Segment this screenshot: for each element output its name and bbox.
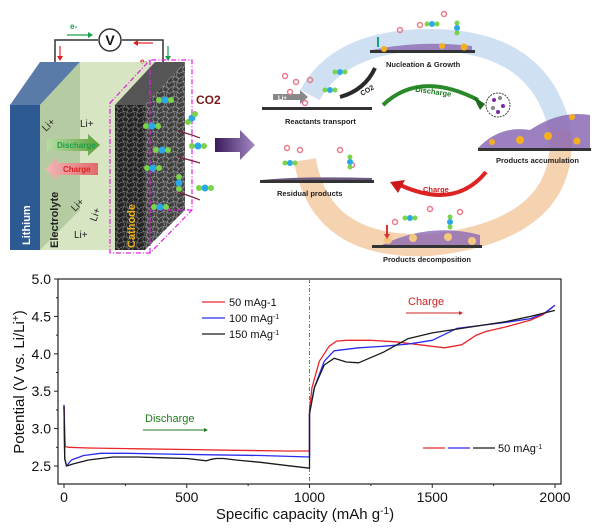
li-arrow	[273, 90, 308, 104]
li-arrow-label: Li+	[278, 96, 287, 102]
battery-schematic: V e- e- e- e- Lithium Electrolyte Li+ Li…	[10, 22, 221, 254]
legend-label-150: 150 mAg-1	[229, 329, 279, 341]
y-tick-label: 4.5	[32, 308, 52, 324]
x-tick-label: 500	[175, 489, 199, 505]
charge-annotation: Charge	[408, 296, 444, 308]
x-tick-label: 0	[60, 489, 68, 505]
cathode-side	[145, 62, 185, 250]
lithium-front	[10, 105, 40, 250]
discharge-annotation: Discharge	[145, 413, 195, 425]
discharge-arrow	[47, 134, 100, 156]
cathode-front	[115, 105, 145, 250]
electrolyte-label: Electrolyte	[49, 192, 61, 248]
cycle-charge-arrow	[399, 170, 488, 197]
y-tick-label: 3.0	[32, 421, 52, 437]
accumulation-label: Products accumulation	[496, 156, 579, 165]
voltmeter-icon	[98, 28, 122, 52]
co2-label: CO2	[196, 93, 221, 107]
x-tick-label: 2000	[539, 489, 570, 505]
li-ion-label: Li+	[74, 230, 88, 241]
legend-label-100: 100 mAg-1	[229, 313, 279, 325]
reactants-label: Reactants transport	[285, 117, 356, 126]
decomposition-label: Products decomposition	[383, 255, 471, 264]
nucleation-label: Nucleation & Growth	[386, 60, 461, 69]
discharge-label: Discharge	[57, 141, 96, 150]
electron-label-right: e-	[140, 57, 147, 66]
series-line-50-mAg-1	[63, 306, 553, 452]
combined-legend-label: 50 mAg-1	[498, 443, 542, 455]
residual-label: Residual products	[277, 189, 342, 198]
cathode-dashed-outline	[109, 59, 193, 254]
x-axis-label: Specific capacity (mAh g-1)	[216, 506, 394, 524]
y-axis-label: Potential (V vs. Li/Li+)	[11, 310, 29, 453]
y-tick-label: 5.0	[32, 271, 52, 287]
electron-label-top: e-	[70, 22, 77, 31]
voltmeter-label: V	[105, 32, 115, 48]
circuit-wire	[54, 39, 164, 72]
lithium-top	[10, 62, 80, 105]
li-ion-label: Li+	[80, 119, 94, 130]
reaction-cycle: Nucleation & Growth Li+ Reactants transp…	[260, 10, 591, 264]
y-tick-label: 2.5	[32, 458, 52, 474]
cycle-discharge-arrow	[381, 84, 479, 107]
x-tick-label: 1000	[294, 489, 325, 505]
lithium-label: Lithium	[21, 205, 33, 245]
y-tick-label: 4.0	[32, 346, 52, 362]
y-axis: 2.5 3.0 3.5 4.0 4.5 5.0	[32, 271, 58, 474]
x-axis: 0 500 1000 1500 2000	[60, 484, 571, 505]
cycle-charge-label: Charge	[423, 185, 449, 194]
voltage-profile-chart: 2.5 3.0 3.5 4.0 4.5 5.0 0 500 1000 1500 2000 Pote…	[11, 271, 571, 523]
charge-label: Charge	[63, 165, 91, 174]
legend: 50 mAg-1 100 mAg-1 150 mAg-1	[202, 297, 279, 341]
transition-arrow	[215, 130, 255, 160]
li-ion-label: Li+	[88, 206, 103, 223]
x-tick-label: 1500	[417, 489, 448, 505]
charge-arrow	[45, 158, 98, 180]
y-tick-label: 3.5	[32, 383, 52, 399]
cathode-label: Cathode	[126, 204, 138, 248]
legend-label-50: 50 mAg-1	[229, 297, 277, 309]
co2-molecules	[143, 96, 214, 211]
cycle-ring-blue	[300, 28, 571, 133]
series-line-150-mAg-1	[63, 309, 556, 469]
